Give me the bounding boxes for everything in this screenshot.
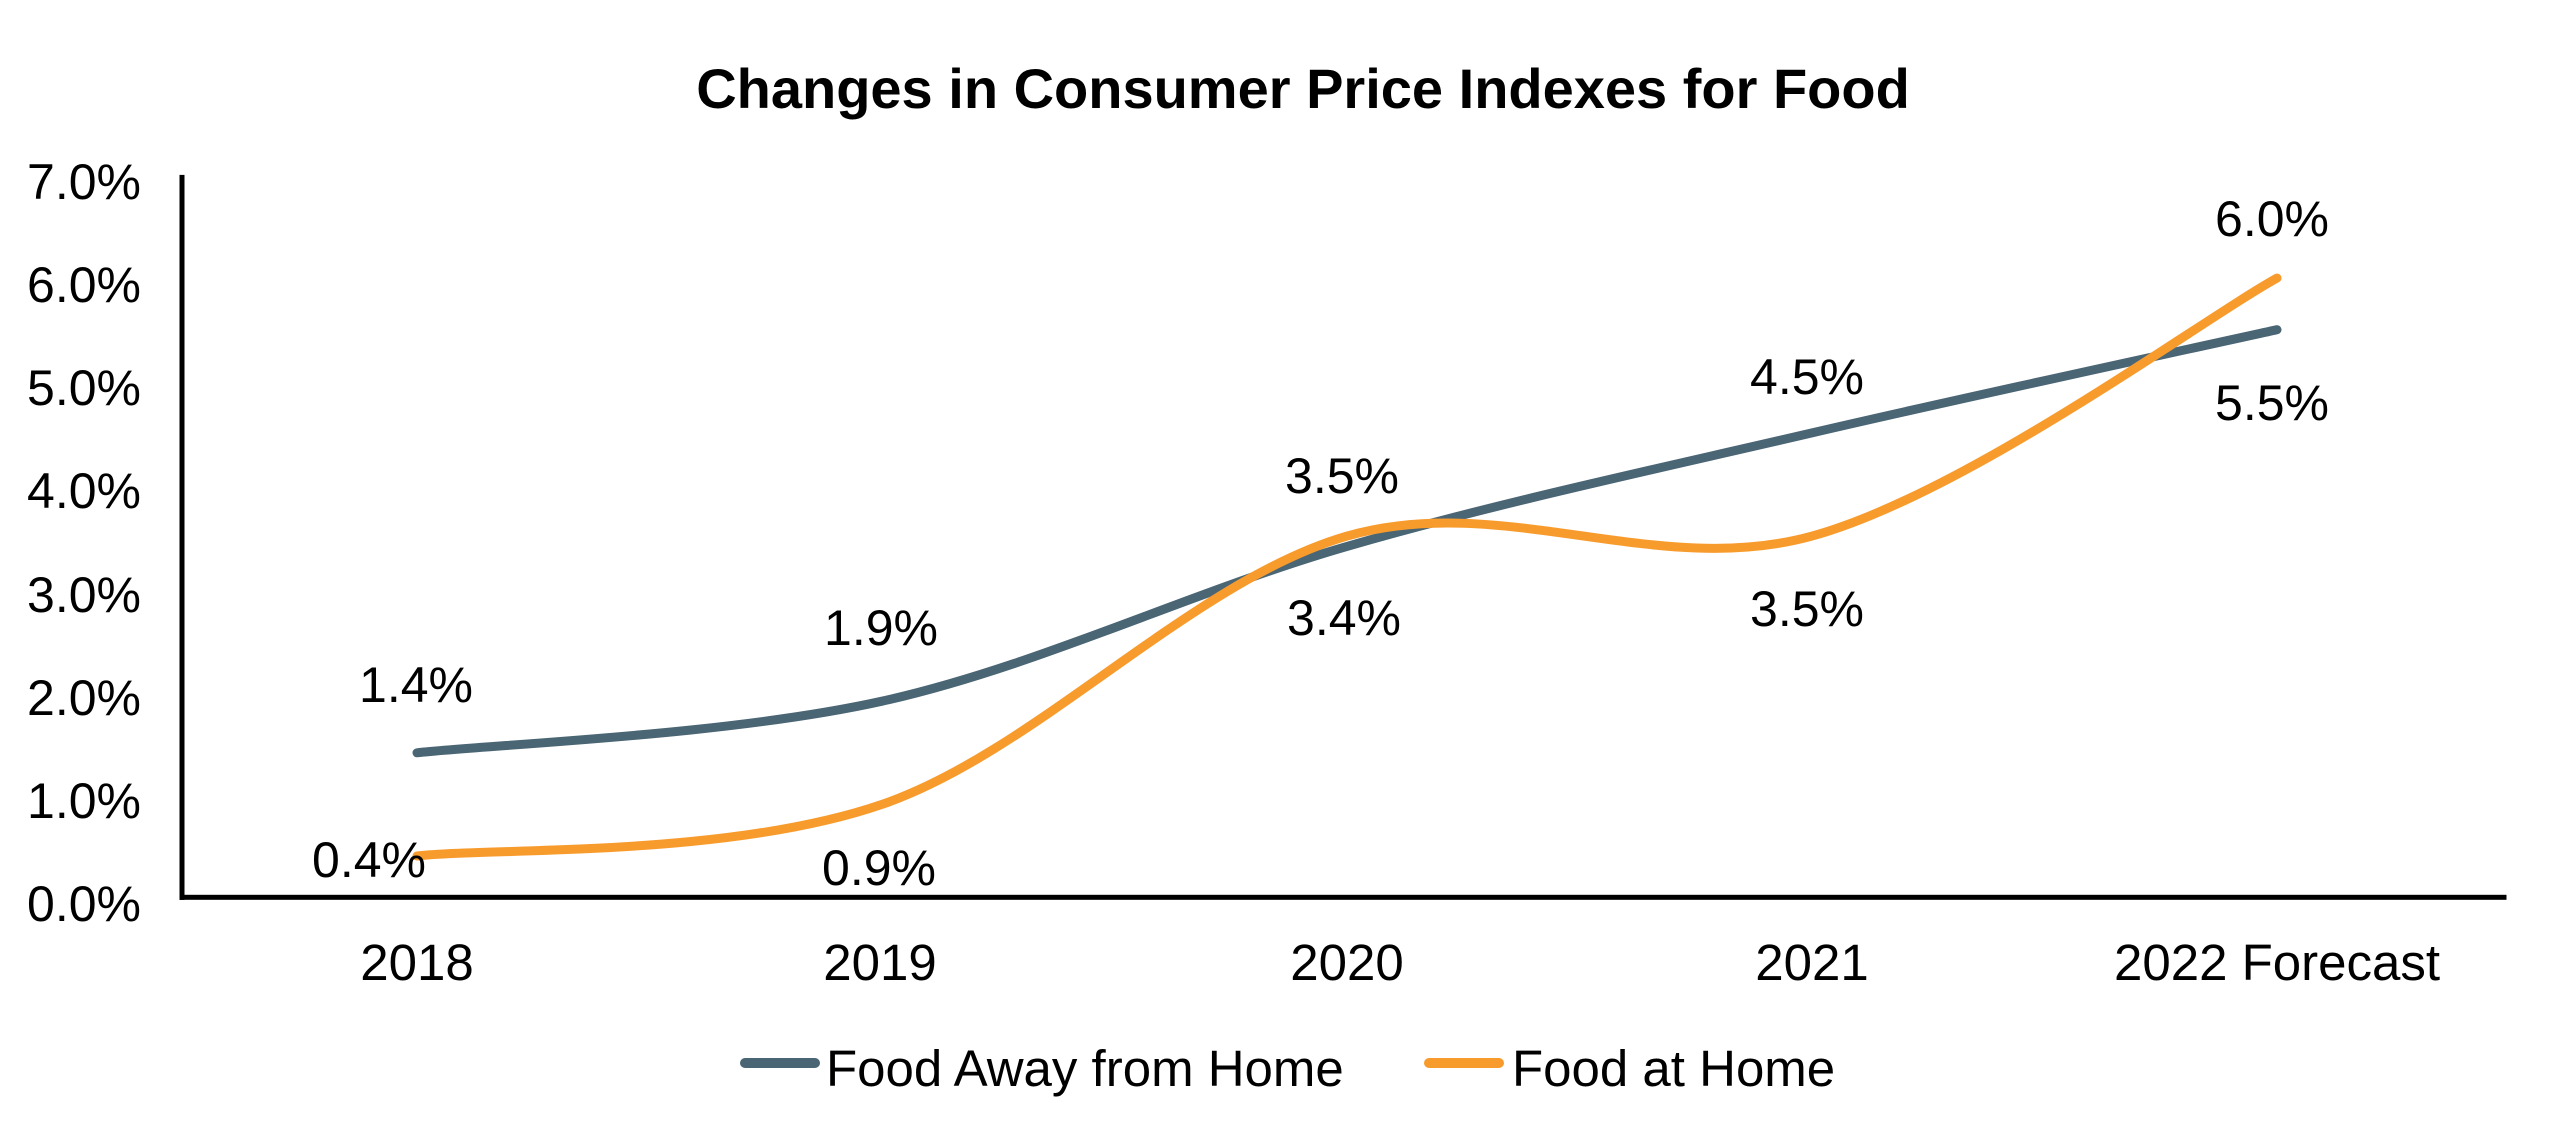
svg-text:6.0%: 6.0% (2215, 191, 2329, 247)
svg-text:Food at Home: Food at Home (1512, 1040, 1835, 1097)
svg-text:7.0%: 7.0% (27, 154, 141, 210)
svg-text:2018: 2018 (360, 934, 473, 991)
svg-text:0.0%: 0.0% (27, 876, 141, 932)
svg-text:2.0%: 2.0% (27, 670, 141, 726)
svg-text:3.5%: 3.5% (1285, 448, 1399, 504)
svg-text:6.0%: 6.0% (27, 257, 141, 313)
svg-text:2019: 2019 (823, 934, 936, 991)
svg-text:1.4%: 1.4% (359, 657, 473, 713)
svg-text:3.4%: 3.4% (1287, 590, 1401, 646)
svg-text:1.9%: 1.9% (824, 600, 938, 656)
svg-text:2020: 2020 (1290, 934, 1403, 991)
svg-text:3.5%: 3.5% (1750, 581, 1864, 637)
svg-text:0.9%: 0.9% (822, 840, 936, 896)
svg-text:Changes in Consumer Price Inde: Changes in Consumer Price Indexes for Fo… (696, 57, 1910, 120)
svg-text:2022 Forecast: 2022 Forecast (2114, 934, 2440, 991)
svg-text:0.4%: 0.4% (312, 832, 426, 888)
svg-text:Food Away from Home: Food Away from Home (826, 1040, 1344, 1097)
svg-text:2021: 2021 (1755, 934, 1868, 991)
svg-text:5.5%: 5.5% (2215, 375, 2329, 431)
svg-text:4.5%: 4.5% (1750, 349, 1864, 405)
svg-text:4.0%: 4.0% (27, 463, 141, 519)
svg-text:1.0%: 1.0% (27, 773, 141, 829)
svg-text:5.0%: 5.0% (27, 360, 141, 416)
svg-text:3.0%: 3.0% (27, 567, 141, 623)
